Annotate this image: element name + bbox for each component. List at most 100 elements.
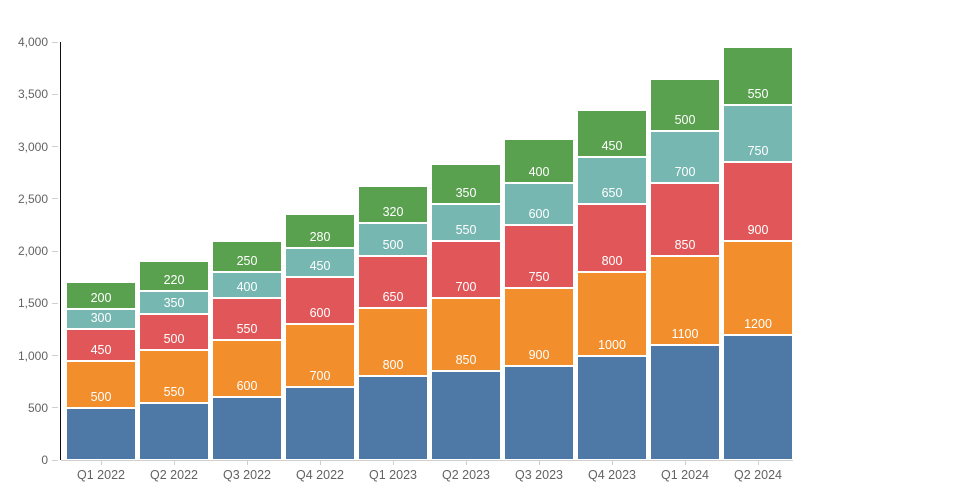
- bar-segment-teal: 550: [723, 87, 793, 163]
- bars-container: 500 450 300 200 550 500 350 220 600 550 400 250 700 6…: [66, 47, 793, 460]
- y-axis-tick-label: 500: [27, 400, 48, 415]
- bar-segment-green: [66, 282, 136, 309]
- segment-value-label: 350: [163, 295, 185, 310]
- segment-value-label: 600: [528, 206, 550, 221]
- bar-segment-green: [504, 139, 574, 184]
- bar-segment-teal: 450: [577, 139, 647, 204]
- bar-segment-blue: 1100: [650, 327, 720, 460]
- x-axis-tick-label: Q3 2023: [515, 468, 563, 482]
- y-axis-tick: [52, 146, 58, 147]
- y-axis-tick: [52, 355, 58, 356]
- bar-segment-teal: 250: [212, 254, 282, 299]
- bar-segment-green: [577, 109, 647, 157]
- bar-q3-2023: 900 750 600 400: [504, 139, 574, 460]
- bar-segment-blue: 600: [212, 379, 282, 460]
- segment-value-label: 750: [747, 144, 769, 159]
- bar-segment-red: 750: [723, 144, 793, 241]
- bar-segment-red: 450: [285, 259, 355, 325]
- bar-segment-teal: 500: [650, 113, 720, 184]
- bar-segment-green: [212, 240, 282, 272]
- bar-segment-red: 400: [212, 280, 282, 340]
- y-axis-tick-label: 0: [41, 453, 48, 467]
- bar-segment-orange: 750: [504, 270, 574, 366]
- segment-value-label: 600: [236, 379, 258, 394]
- segment-value-label: 550: [455, 222, 477, 237]
- segment-value-label: 280: [309, 229, 331, 244]
- x-axis-tick: [466, 460, 467, 465]
- y-axis-tick-label: 2,000: [17, 244, 48, 258]
- segment-value-label: 650: [601, 185, 623, 200]
- bar-segment-red: 350: [139, 296, 209, 351]
- bar-segment-teal: 280: [285, 230, 355, 278]
- segment-value-label: 900: [528, 347, 550, 362]
- x-axis-tick-label: Q4 2023: [588, 468, 636, 482]
- bar-segment-red: 300: [66, 311, 136, 361]
- segment-value-label: 350: [455, 186, 477, 201]
- bar-segment-blue: 900: [504, 348, 574, 460]
- segment-value-label: 700: [309, 368, 331, 383]
- segment-value-label: 500: [382, 238, 404, 253]
- segment-value-label: 450: [601, 138, 623, 153]
- bar-segment-orange: 450: [66, 343, 136, 408]
- segment-value-label: 500: [163, 332, 185, 347]
- segment-value-label: 700: [674, 165, 696, 180]
- bar-segment-green: [285, 214, 355, 248]
- bar-segment-orange: 900: [723, 223, 793, 335]
- bar-segment-blue: 550: [139, 385, 209, 460]
- x-axis-tick-label: Q3 2022: [223, 468, 271, 482]
- segment-value-label: 600: [309, 306, 331, 321]
- x-axis-tick-label: Q1 2022: [77, 468, 125, 482]
- segment-value-label: 300: [90, 311, 112, 326]
- segment-value-label: 400: [528, 165, 550, 180]
- y-axis-tick: [52, 459, 58, 461]
- x-axis-tick-label: Q4 2022: [296, 468, 344, 482]
- x-axis-tick: [247, 460, 248, 465]
- x-axis-line: [61, 460, 793, 461]
- x-axis-tick: [612, 460, 613, 465]
- bar-segment-green: [650, 78, 720, 131]
- segment-value-label: 800: [601, 253, 623, 268]
- y-axis-tick: [52, 41, 58, 43]
- x-axis-tick: [685, 460, 686, 465]
- bar-segment-blue: 500: [66, 390, 136, 460]
- bar-q1-2022: 500 450 300 200: [66, 282, 136, 460]
- segment-value-label: 450: [309, 259, 331, 274]
- bar-segment-orange: 700: [431, 280, 501, 372]
- bar-segment-red: 500: [358, 238, 428, 309]
- segment-value-label: 750: [528, 269, 550, 284]
- bar-segment-blue: 700: [285, 369, 355, 460]
- bar-segment-red: 650: [577, 186, 647, 272]
- bar-q2-2024: 1200 900 750 550: [723, 47, 793, 460]
- segment-value-label: 450: [90, 342, 112, 357]
- segment-value-label: 900: [747, 222, 769, 237]
- y-axis-tick-label: 1,000: [17, 348, 48, 363]
- bar-q4-2023: 1000 800 650 450: [577, 109, 647, 460]
- bar-segment-blue: 850: [431, 353, 501, 460]
- bar-segment-teal: 320: [358, 205, 428, 257]
- segment-value-label: 850: [674, 238, 696, 253]
- bar-segment-orange: 850: [650, 238, 720, 346]
- segment-value-label: 650: [382, 290, 404, 305]
- y-axis-tick-label: 3,000: [17, 139, 48, 154]
- segment-value-label: 1200: [744, 316, 772, 331]
- bar-segment-green: [358, 186, 428, 223]
- y-axis-tick-label: 3,500: [17, 87, 48, 102]
- segment-value-label: 850: [455, 353, 477, 368]
- segment-value-label: 500: [90, 389, 112, 404]
- bar-segment-teal: 400: [504, 165, 574, 225]
- bar-segment-orange: 500: [139, 332, 209, 403]
- x-axis-tick: [320, 460, 321, 465]
- x-axis-tick: [393, 460, 394, 465]
- bar-segment-red: 700: [650, 165, 720, 257]
- y-axis-tick-label: 1,500: [17, 296, 48, 311]
- bar-segment-blue: 800: [358, 358, 428, 460]
- x-axis-tick-label: Q1 2023: [369, 468, 417, 482]
- bar-segment-teal: 220: [139, 273, 209, 314]
- segment-value-label: 550: [163, 384, 185, 399]
- segment-value-label: 200: [90, 290, 112, 305]
- x-axis-tick: [174, 460, 175, 465]
- y-axis-tick: [52, 93, 58, 95]
- bar-q2-2022: 550 500 350 220: [139, 261, 209, 460]
- y-axis-tick: [52, 198, 58, 200]
- bar-q3-2022: 600 550 400 250: [212, 240, 282, 460]
